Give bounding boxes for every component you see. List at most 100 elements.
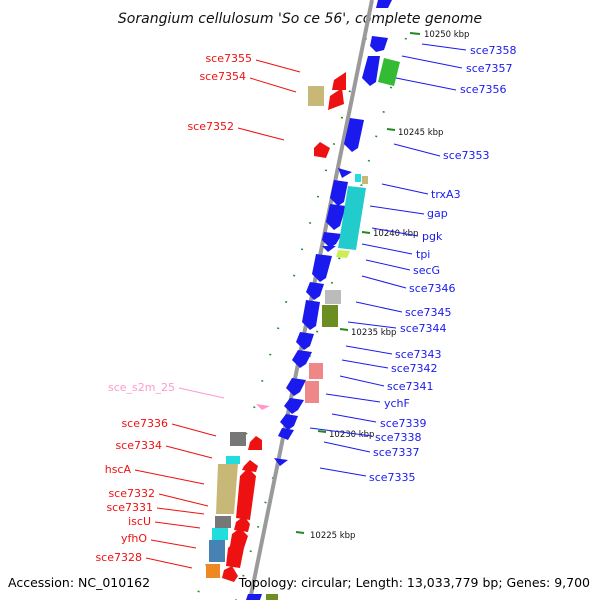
gene-label[interactable]: sce_s2m_25 [108, 381, 175, 394]
gene-label[interactable]: sce7337 [373, 446, 420, 459]
gene-label[interactable]: sce7345 [405, 306, 452, 319]
gene-label[interactable]: gap [427, 207, 448, 220]
gene-feature[interactable] [306, 282, 324, 300]
gene-feature[interactable] [338, 168, 352, 178]
gene-feature[interactable] [246, 594, 262, 600]
gene-feature[interactable] [328, 88, 344, 110]
gene-label[interactable]: sce7339 [380, 417, 427, 430]
gene-label[interactable]: iscU [128, 515, 151, 528]
gene-feature[interactable] [280, 414, 298, 430]
gene-feature[interactable] [378, 58, 400, 86]
gene-feature[interactable] [302, 300, 320, 330]
gene-feature[interactable] [312, 254, 332, 282]
gene-label[interactable]: sce7328 [95, 551, 142, 564]
leader-line [355, 301, 403, 313]
gene-feature[interactable] [322, 246, 336, 252]
gene-boxes [206, 58, 400, 600]
leader-line [249, 77, 297, 93]
gene-label[interactable]: sce7331 [106, 501, 153, 514]
gene-feature[interactable] [376, 0, 392, 8]
gene-feature[interactable] [222, 566, 238, 582]
gene-label[interactable]: sce7332 [108, 487, 155, 500]
gene-feature[interactable] [296, 332, 314, 350]
gene-feature[interactable] [209, 540, 225, 562]
gene-feature[interactable] [322, 305, 338, 327]
gene-feature[interactable] [212, 528, 228, 540]
leader-line [421, 43, 467, 51]
gene-feature[interactable] [326, 204, 346, 230]
gene-label[interactable]: sce7334 [115, 439, 162, 452]
gene-label[interactable]: sce7342 [391, 362, 438, 375]
gene-label[interactable]: sce7358 [470, 44, 517, 57]
gene-label[interactable]: sce7335 [369, 471, 416, 484]
gene-label[interactable]: sce7356 [460, 83, 507, 96]
gene-feature[interactable] [305, 381, 319, 403]
gene-feature[interactable] [284, 398, 304, 414]
gene-feature[interactable] [278, 428, 294, 440]
gene-label[interactable]: tpi [416, 248, 430, 261]
gene-feature[interactable] [338, 186, 366, 250]
gene-feature[interactable] [236, 468, 256, 520]
gene-feature[interactable] [362, 176, 368, 184]
gene-feature[interactable] [309, 363, 323, 379]
gene-feature[interactable] [344, 118, 364, 152]
reverse-genes [222, 72, 346, 582]
gene-feature[interactable] [308, 86, 324, 106]
gene-feature[interactable] [330, 180, 348, 206]
gene-feature[interactable] [226, 456, 240, 464]
gene-feature[interactable] [206, 564, 220, 578]
gene-feature[interactable] [242, 460, 258, 472]
gene-label[interactable]: sce7343 [395, 348, 442, 361]
gene-feature[interactable] [325, 290, 341, 304]
kbp-tick-mark [409, 32, 421, 35]
leader-line [331, 413, 377, 423]
leader-line [395, 77, 457, 91]
gene-feature[interactable] [216, 464, 238, 514]
gene-label[interactable]: sce7338 [375, 431, 422, 444]
leader-line [319, 467, 367, 477]
gene-feature[interactable] [266, 594, 278, 600]
gene-label[interactable]: sce7341 [387, 380, 434, 393]
gene-label[interactable]: secG [413, 264, 440, 277]
gene-label[interactable]: sce7353 [443, 149, 490, 162]
gene-label[interactable]: ychF [384, 397, 410, 410]
gene-feature[interactable] [314, 142, 330, 158]
gene-feature[interactable] [248, 436, 262, 450]
gene-feature[interactable] [322, 232, 342, 248]
gene-feature[interactable] [336, 250, 350, 258]
gene-feature[interactable] [215, 516, 231, 528]
gene-label[interactable]: sce7354 [199, 70, 246, 83]
forward-genes [246, 0, 392, 600]
kbp-tick-label: 10235 kbp [351, 328, 396, 338]
gene-feature[interactable] [286, 378, 306, 396]
leader-line [178, 387, 225, 399]
gene-feature[interactable] [256, 404, 270, 410]
gene-label[interactable]: trxA3 [431, 188, 461, 201]
gene-feature[interactable] [362, 56, 380, 86]
gene-label[interactable]: pgk [422, 230, 443, 243]
leader-line [171, 423, 217, 437]
gene-feature[interactable] [292, 350, 312, 368]
gene-label[interactable]: sce7344 [400, 322, 447, 335]
leader-line [255, 59, 301, 73]
leader-line [134, 469, 205, 485]
gene-label[interactable]: sce7355 [205, 52, 252, 65]
gene-feature[interactable] [274, 458, 288, 466]
leader-line [154, 521, 201, 529]
left-labels: sce7355 sce7354 sce7352 sce7336 sce7334 … [95, 52, 301, 569]
gene-feature[interactable] [226, 540, 244, 568]
leader-line [371, 227, 419, 237]
gene-feature[interactable] [355, 174, 361, 182]
kbp-tick-label: 10230 kbp [329, 430, 374, 440]
gene-label[interactable]: sce7336 [121, 417, 168, 430]
gene-feature[interactable] [332, 72, 346, 90]
gene-feature[interactable] [370, 36, 388, 52]
kbp-tick-mark [295, 531, 305, 534]
gene-label[interactable]: hscA [105, 463, 132, 476]
gene-label[interactable]: sce7352 [187, 120, 234, 133]
gene-feature[interactable] [234, 516, 250, 532]
gene-feature[interactable] [230, 432, 246, 446]
gene-label[interactable]: yfhO [121, 532, 147, 545]
gene-label[interactable]: sce7346 [409, 282, 456, 295]
gene-label[interactable]: sce7357 [466, 62, 513, 75]
